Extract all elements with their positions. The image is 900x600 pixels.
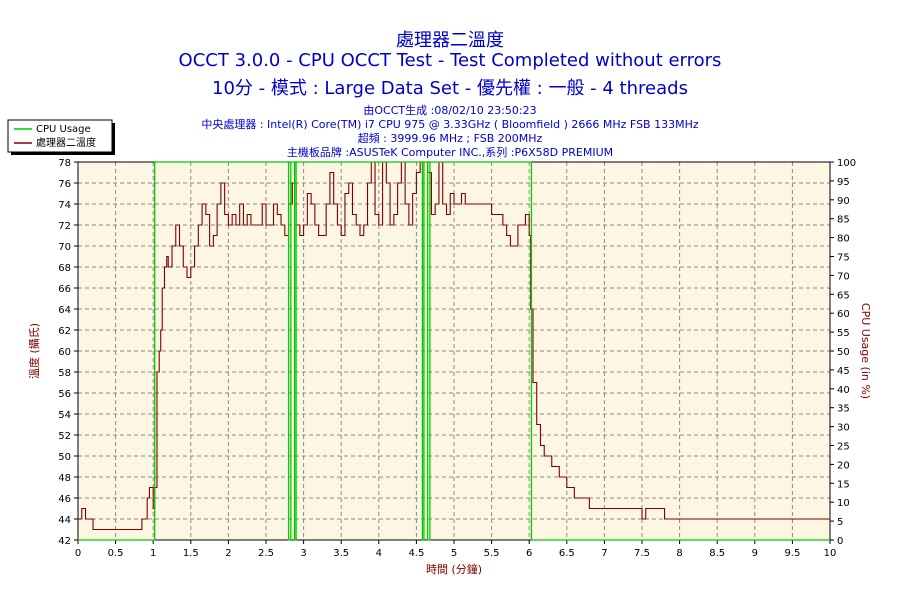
x-tick-label: 0.5 — [108, 548, 124, 559]
y-tick-label: 66 — [58, 284, 71, 295]
x-tick-label: 2.5 — [258, 548, 274, 559]
y-tick-label: 42 — [58, 536, 71, 547]
y2-tick-label: 35 — [837, 404, 850, 415]
y2-tick-label: 45 — [837, 366, 850, 377]
y-tick-label: 62 — [58, 326, 71, 337]
y-axis-label: 溫度 (攝氏) — [27, 323, 41, 379]
y2-tick-label: 55 — [837, 328, 850, 339]
y-tick-label: 50 — [58, 452, 71, 463]
x-tick-label: 1.5 — [183, 548, 199, 559]
x-tick-label: 7 — [601, 548, 607, 559]
y2-tick-label: 30 — [837, 423, 850, 434]
y2-tick-label: 5 — [837, 517, 843, 528]
x-tick-label: 5.5 — [484, 548, 500, 559]
y-tick-label: 52 — [58, 431, 71, 442]
y-tick-label: 46 — [58, 494, 71, 505]
y2-tick-label: 40 — [837, 385, 850, 396]
info-motherboard: 主機板品牌 :ASUSTeK Computer INC.,系列 :P6X58D … — [286, 146, 614, 159]
x-tick-label: 0 — [75, 548, 81, 559]
legend-label-cpu-usage: CPU Usage — [36, 124, 91, 135]
x-tick-label: 3 — [300, 548, 306, 559]
chart-subtitle: OCCT 3.0.0 - CPU OCCT Test - Test Comple… — [178, 50, 722, 71]
chart-title: 處理器二溫度 — [396, 30, 504, 51]
x-tick-label: 6 — [526, 548, 532, 559]
y2-tick-label: 20 — [837, 460, 850, 471]
x-tick-label: 4 — [376, 548, 382, 559]
y-tick-label: 70 — [58, 242, 71, 253]
chart-mode-line: 10分 - 模式 : Large Data Set - 優先權 : 一般 - 4… — [212, 78, 688, 99]
y-tick-label: 58 — [58, 368, 71, 379]
y-tick-label: 44 — [58, 515, 71, 526]
x-axis-label: 時間 (分鐘) — [426, 562, 482, 576]
x-tick-label: 5 — [451, 548, 457, 559]
info-generated: 由OCCT生成 :08/02/10 23:50:23 — [363, 104, 537, 117]
y2-tick-label: 70 — [837, 271, 850, 282]
x-tick-label: 4.5 — [408, 548, 424, 559]
x-tick-label: 9 — [752, 548, 758, 559]
y2-tick-label: 75 — [837, 253, 850, 264]
y-tick-label: 56 — [58, 389, 71, 400]
y-tick-label: 54 — [58, 410, 71, 421]
x-tick-label: 8 — [676, 548, 682, 559]
y2-tick-label: 25 — [837, 442, 850, 453]
x-tick-label: 6.5 — [559, 548, 575, 559]
y2-tick-label: 80 — [837, 234, 850, 245]
y2-tick-label: 50 — [837, 347, 850, 358]
legend-label-temperature: 處理器二溫度 — [36, 136, 96, 149]
cpu-usage-series-line — [78, 161, 830, 541]
y-tick-label: 72 — [58, 221, 71, 232]
y-tick-label: 64 — [58, 305, 71, 316]
y2-tick-label: 15 — [837, 479, 850, 490]
y-tick-label: 68 — [58, 263, 71, 274]
x-tick-label: 1 — [150, 548, 156, 559]
x-tick-label: 10 — [824, 548, 837, 559]
y-tick-label: 48 — [58, 473, 71, 484]
y2-tick-label: 90 — [837, 196, 850, 207]
x-tick-label: 8.5 — [709, 548, 725, 559]
x-tick-label: 2 — [225, 548, 231, 559]
y-tick-label: 76 — [58, 179, 71, 190]
info-overclock: 超頻 : 3999.96 MHz ; FSB 200MHz — [357, 132, 543, 145]
y2-tick-label: 65 — [837, 290, 850, 301]
y2-tick-label: 85 — [837, 215, 850, 226]
y2-tick-label: 60 — [837, 309, 850, 320]
x-tick-label: 7.5 — [634, 548, 650, 559]
y2-tick-label: 100 — [837, 158, 856, 169]
y2-tick-label: 0 — [837, 536, 843, 547]
y-tick-label: 78 — [58, 158, 71, 169]
y2-tick-label: 10 — [837, 498, 850, 509]
x-tick-label: 9.5 — [784, 548, 800, 559]
x-tick-label: 3.5 — [333, 548, 349, 559]
y-tick-label: 60 — [58, 347, 71, 358]
y-tick-label: 74 — [58, 200, 71, 211]
legend-box — [7, 119, 113, 153]
y2-tick-label: 95 — [837, 177, 850, 188]
y2-axis-label: CPU Usage (in %) — [859, 303, 872, 399]
info-cpu: 中央處理器 : Intel(R) Core(TM) i7 CPU 975 @ 3… — [201, 118, 699, 131]
